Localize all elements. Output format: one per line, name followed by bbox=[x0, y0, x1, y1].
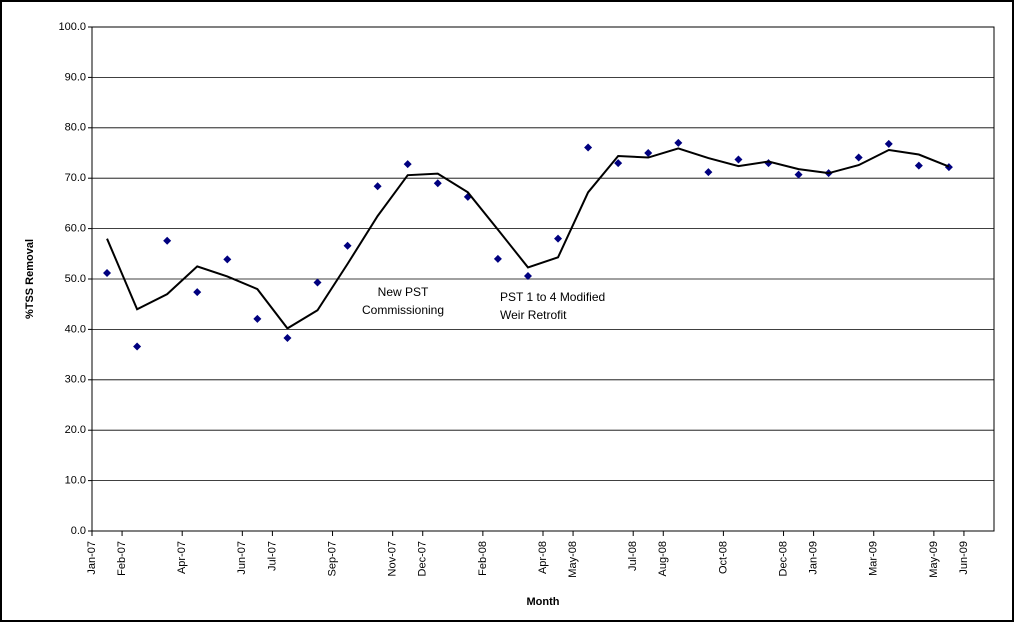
y-axis-title: %TSS Removal bbox=[24, 239, 36, 319]
x-tick-label: May-08 bbox=[567, 541, 579, 578]
y-tick-label: 90.0 bbox=[65, 71, 86, 83]
marker bbox=[584, 143, 593, 152]
x-tick-label: Jun-07 bbox=[236, 541, 248, 575]
x-tick-label: Jun-09 bbox=[958, 541, 970, 575]
y-tick-label: 60.0 bbox=[65, 223, 86, 235]
marker bbox=[734, 155, 743, 164]
y-tick-label: 80.0 bbox=[65, 122, 86, 134]
marker bbox=[253, 314, 262, 323]
marker bbox=[704, 168, 713, 177]
marker bbox=[103, 268, 112, 277]
y-tick-label: 20.0 bbox=[65, 424, 86, 436]
y-tick-label: 40.0 bbox=[65, 323, 86, 335]
y-tick-label: 100.0 bbox=[58, 21, 86, 33]
marker bbox=[854, 153, 863, 162]
x-tick-label: Jan-09 bbox=[808, 541, 820, 575]
x-tick-label: Sep-07 bbox=[326, 541, 338, 576]
x-tick-label: Apr-07 bbox=[176, 541, 188, 574]
marker bbox=[343, 241, 352, 250]
marker bbox=[554, 234, 563, 243]
x-tick-label: Jan-07 bbox=[86, 541, 98, 575]
marker bbox=[373, 182, 382, 191]
x-tick-label: Dec-08 bbox=[777, 541, 789, 576]
y-tick-label: 0.0 bbox=[71, 525, 86, 537]
x-tick-label: Jul-07 bbox=[266, 541, 278, 571]
marker bbox=[884, 139, 893, 148]
marker bbox=[493, 254, 502, 263]
y-tick-label: 50.0 bbox=[65, 273, 86, 285]
marker bbox=[163, 236, 172, 245]
x-tick-label: Feb-07 bbox=[116, 541, 128, 576]
y-tick-label: 70.0 bbox=[65, 172, 86, 184]
y-tick-label: 10.0 bbox=[65, 475, 86, 487]
marker bbox=[223, 255, 232, 264]
annotation: Commissioning bbox=[362, 303, 444, 317]
marker bbox=[433, 179, 442, 188]
marker bbox=[403, 160, 412, 169]
annotation: Weir Retrofit bbox=[500, 308, 567, 322]
x-tick-label: May-09 bbox=[928, 541, 940, 578]
y-tick-label: 30.0 bbox=[65, 374, 86, 386]
marker bbox=[133, 342, 142, 351]
x-tick-label: Mar-09 bbox=[868, 541, 880, 576]
marker bbox=[914, 161, 923, 170]
marker bbox=[523, 271, 532, 280]
trend-line bbox=[106, 147, 950, 330]
x-tick-label: Feb-08 bbox=[477, 541, 489, 576]
x-tick-label: Apr-08 bbox=[537, 541, 549, 574]
x-tick-label: Dec-07 bbox=[417, 541, 429, 576]
x-tick-label: Oct-08 bbox=[717, 541, 729, 574]
annotation: New PST bbox=[378, 285, 429, 299]
x-axis-title: Month bbox=[527, 596, 560, 608]
marker bbox=[794, 170, 803, 179]
x-tick-label: Aug-08 bbox=[657, 541, 669, 576]
marker bbox=[283, 333, 292, 342]
marker bbox=[644, 149, 653, 157]
marker bbox=[193, 288, 202, 297]
marker bbox=[614, 159, 623, 168]
x-tick-label: Jul-08 bbox=[627, 541, 639, 571]
marker bbox=[313, 278, 322, 287]
x-tick-label: Nov-07 bbox=[387, 541, 399, 576]
annotation: PST 1 to 4 Modified bbox=[500, 290, 605, 304]
marker bbox=[674, 138, 683, 147]
